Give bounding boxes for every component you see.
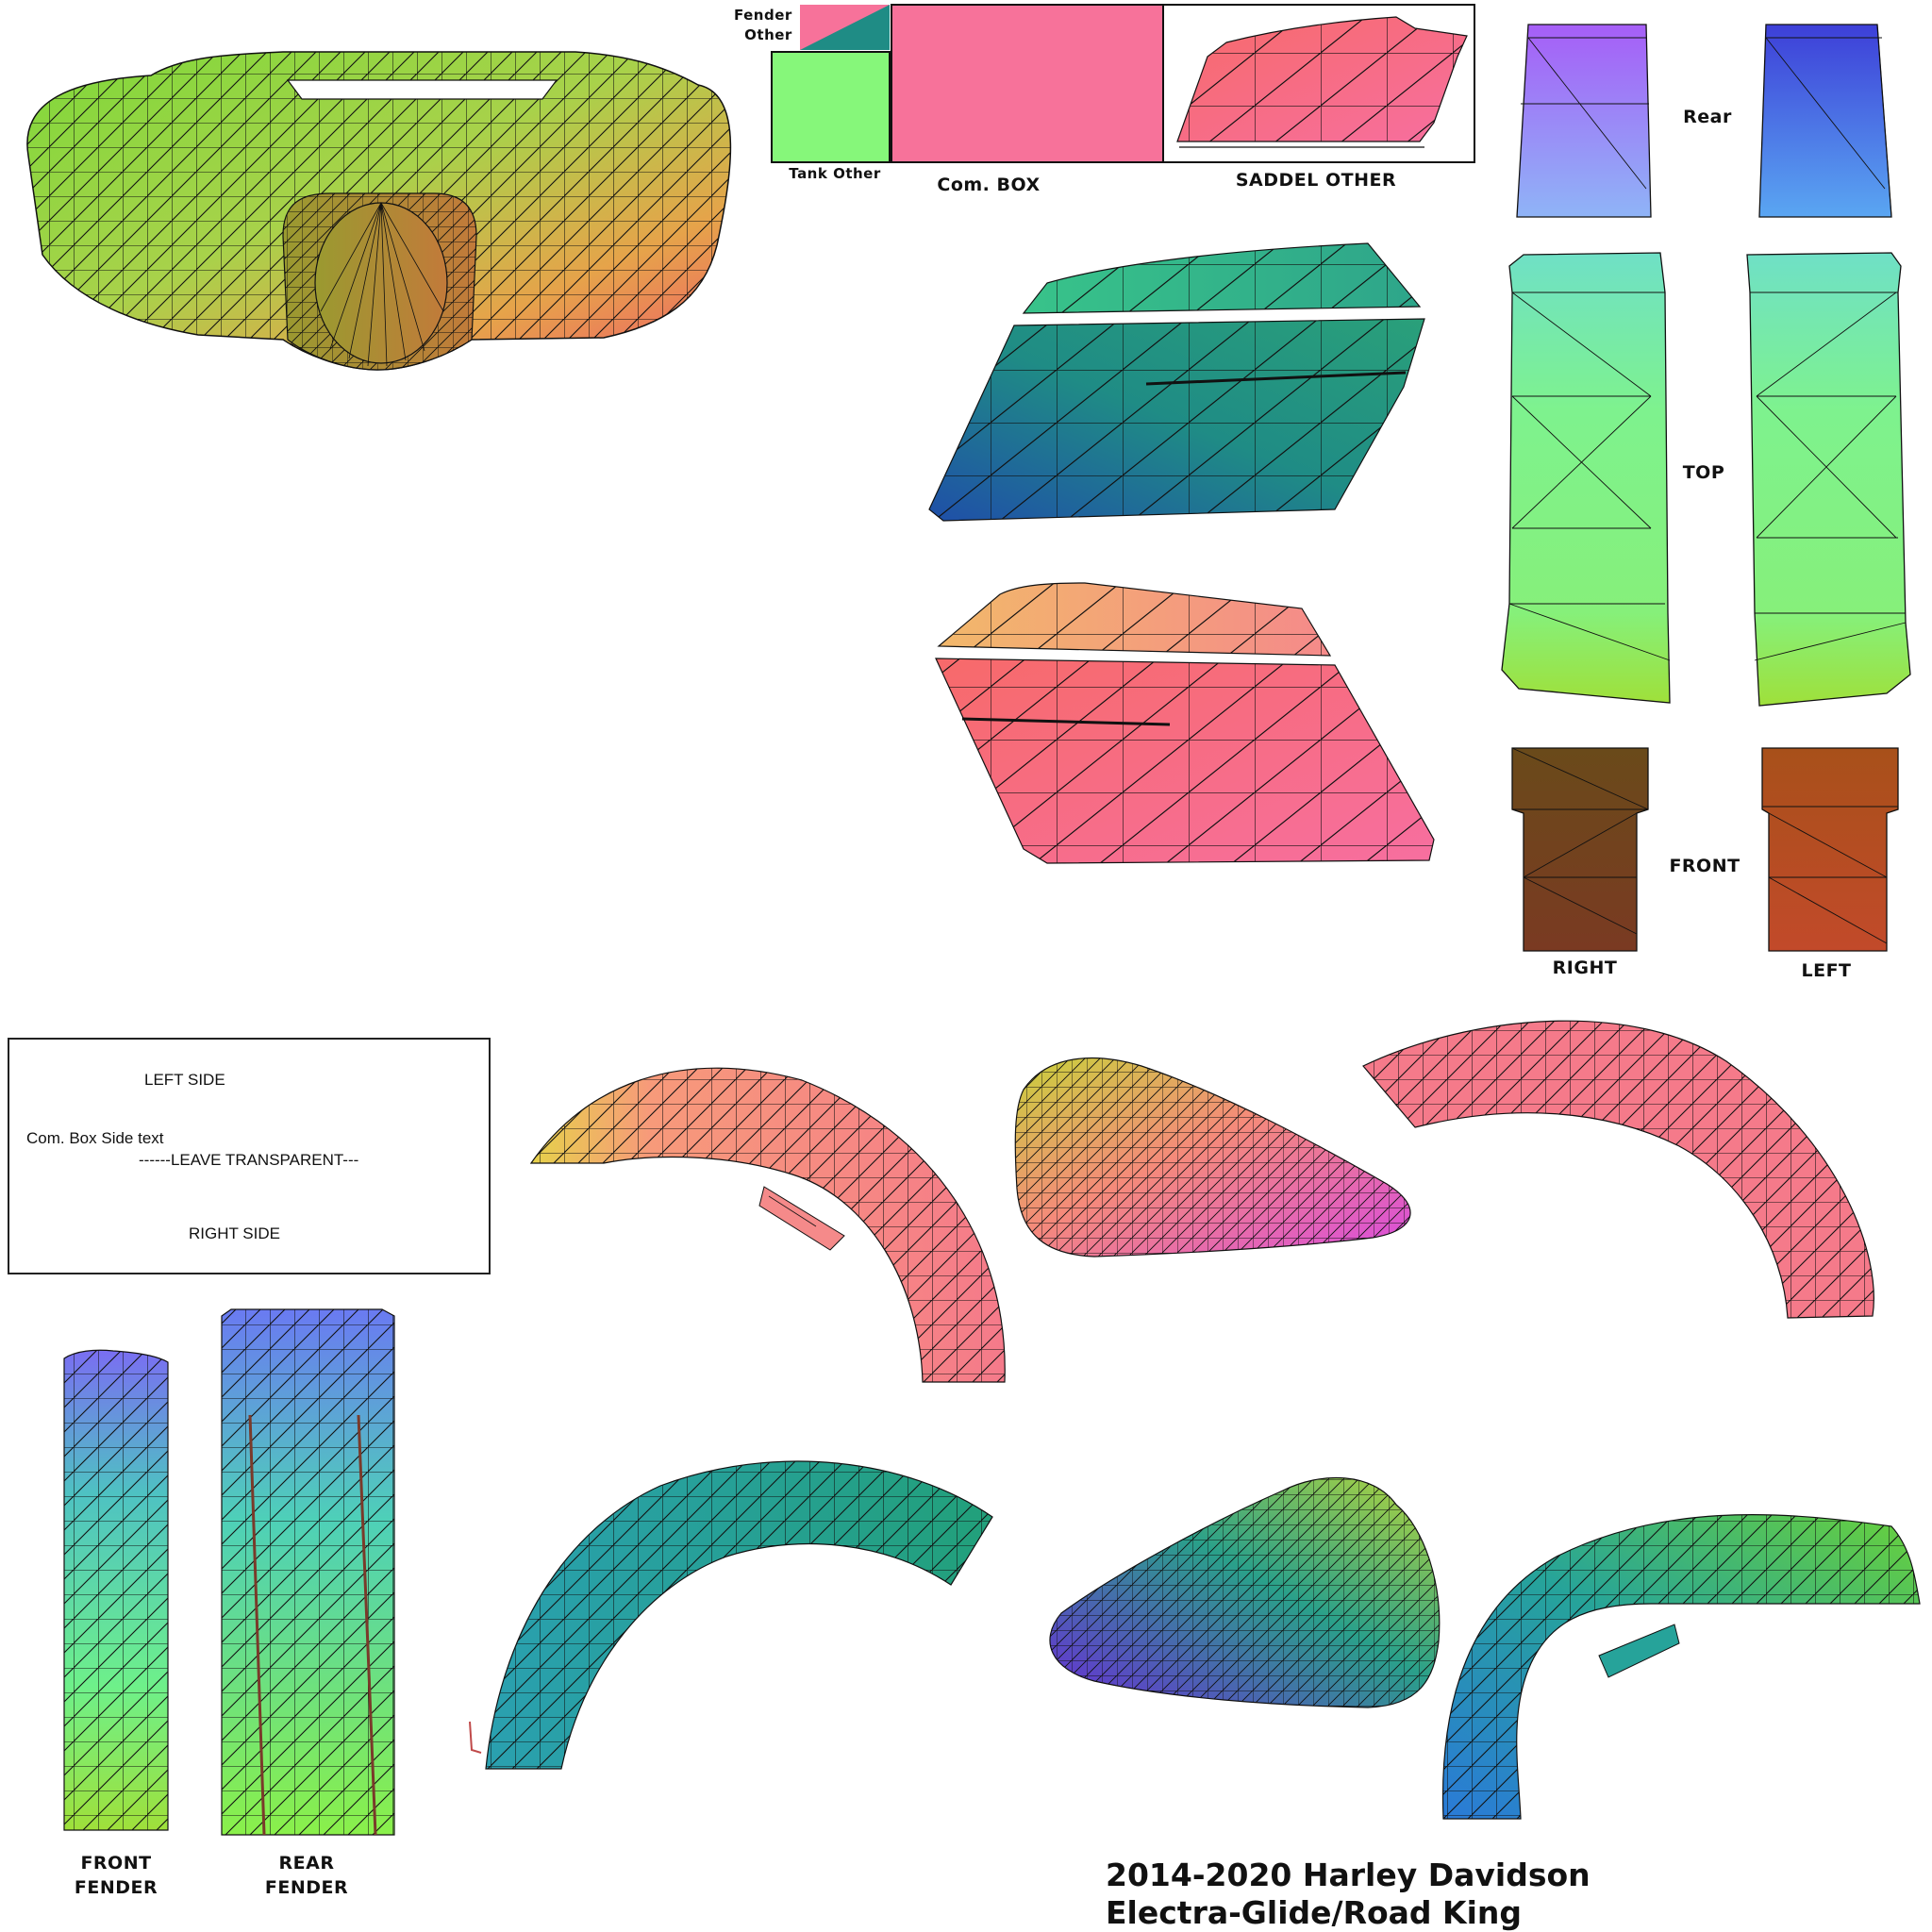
rear-fender-pink bbox=[1362, 1020, 1874, 1319]
note-leave-transparent: ------LEAVE TRANSPARENT--- bbox=[139, 1151, 359, 1169]
title-line-2: Electra-Glide/Road King bbox=[1106, 1894, 1523, 1931]
front-fender-strip bbox=[63, 1349, 169, 1831]
fairing-mesh bbox=[26, 51, 732, 371]
saddel-other-label: SADDEL OTHER bbox=[1235, 170, 1397, 191]
com-box-label: Com. BOX bbox=[937, 175, 1041, 195]
rear-fender-strip bbox=[221, 1308, 395, 1836]
top-label: TOP bbox=[1682, 462, 1725, 483]
front-fender-label: FRONT FENDER bbox=[74, 1853, 158, 1898]
tank-pink bbox=[1014, 1057, 1411, 1257]
tank-other-label: Tank Other bbox=[789, 165, 881, 182]
rear-fender-teal bbox=[469, 1460, 993, 1770]
tour-pack-front-panels bbox=[1511, 747, 1899, 952]
saddlebag-teal bbox=[928, 242, 1425, 522]
tank-teal bbox=[1049, 1476, 1441, 1708]
note-box bbox=[8, 1038, 491, 1274]
tour-pack-rear-panels bbox=[1516, 24, 1892, 218]
tour-pack-top-panels bbox=[1501, 252, 1911, 707]
right-label: RIGHT bbox=[1552, 958, 1618, 978]
swatch-panel bbox=[771, 4, 1475, 163]
front-label: FRONT bbox=[1669, 856, 1740, 876]
front-fender-pink bbox=[529, 1067, 1006, 1383]
note-right-side: RIGHT SIDE bbox=[189, 1224, 280, 1242]
front-fender-teal bbox=[1441, 1514, 1921, 1820]
note-com-box-side-text: Com. Box Side text bbox=[26, 1129, 164, 1147]
saddlebag-pink bbox=[935, 582, 1435, 864]
note-left-side: LEFT SIDE bbox=[144, 1071, 225, 1089]
title-line-1: 2014-2020 Harley Davidson bbox=[1106, 1857, 1591, 1893]
fender-other-label: Fender Other bbox=[734, 7, 792, 43]
left-label: LEFT bbox=[1801, 960, 1852, 981]
rear-label: Rear bbox=[1683, 107, 1732, 127]
rear-fender-label: REAR FENDER bbox=[264, 1853, 349, 1898]
